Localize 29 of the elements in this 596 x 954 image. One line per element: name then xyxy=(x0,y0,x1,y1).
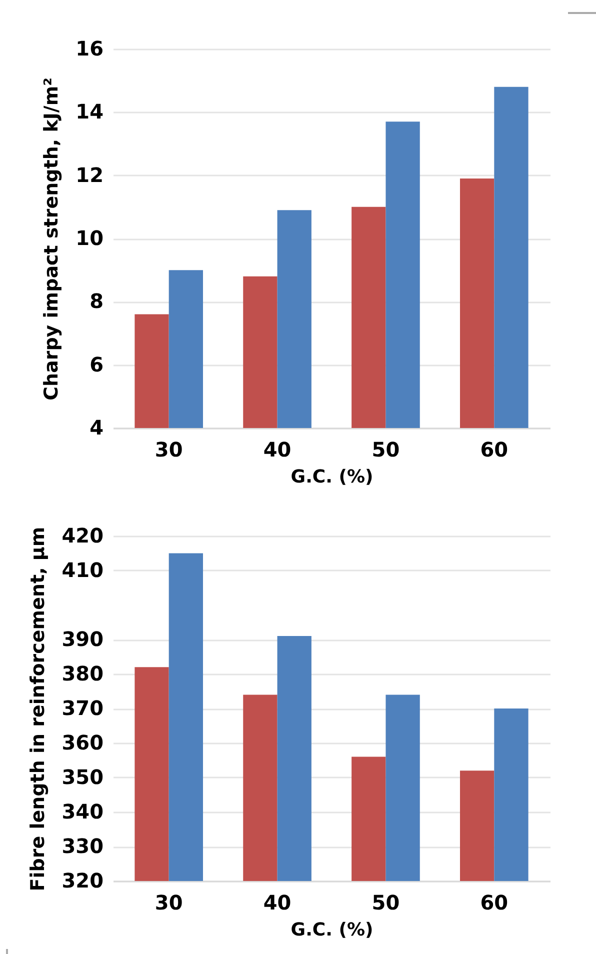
x-axis-title: G.C. (%) xyxy=(290,466,374,488)
y-tick-label: 12 xyxy=(76,162,104,187)
x-tick-label: 30 xyxy=(154,438,183,462)
x-tick-label: 40 xyxy=(263,890,292,914)
y-tick-label: 420 xyxy=(62,524,104,548)
y-tick-label: 320 xyxy=(62,868,104,892)
y-tick-label: 410 xyxy=(62,558,104,582)
y-tick-label: 16 xyxy=(76,36,104,60)
y-tick-label: 330 xyxy=(62,834,104,858)
x-tick-label: 50 xyxy=(372,890,400,914)
y-tick-label: 370 xyxy=(62,696,104,720)
y-tick-label: 6 xyxy=(90,352,104,376)
y-tick-label: 350 xyxy=(62,765,104,789)
y-tick-label: 14 xyxy=(76,100,104,124)
x-tick-label: 30 xyxy=(154,890,183,914)
y-tick-label: 360 xyxy=(62,730,104,754)
y-tick-label: 10 xyxy=(76,226,104,250)
y-axis-title: Charpy impact strength, kJ/m² xyxy=(40,78,63,400)
y-tick-label: 340 xyxy=(62,800,104,824)
y-tick-label: 4 xyxy=(90,416,104,440)
y-tick-label: 390 xyxy=(62,627,104,651)
y-axis-title: Fibre length in reinforcement, μm xyxy=(26,526,49,892)
y-tick-label: 8 xyxy=(90,289,104,314)
y-tick-label: 380 xyxy=(62,662,104,686)
x-tick-label: 60 xyxy=(480,438,508,462)
x-tick-label: 40 xyxy=(263,438,292,462)
x-tick-label: 60 xyxy=(480,890,508,914)
x-axis-title: G.C. (%) xyxy=(290,920,374,940)
x-tick-label: 50 xyxy=(372,438,400,462)
